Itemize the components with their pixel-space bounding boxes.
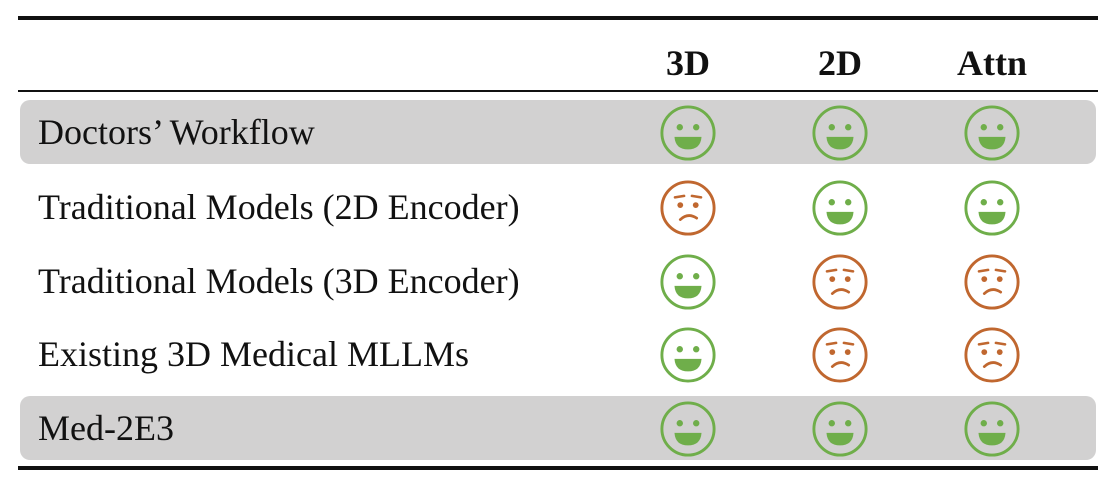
table-row: Traditional Models (2D Encoder) bbox=[20, 175, 1096, 239]
row-label: Traditional Models (3D Encoder) bbox=[38, 261, 520, 301]
smiley-face-icon bbox=[659, 253, 717, 311]
table-row: Doctors’ Workflow bbox=[20, 100, 1096, 164]
table-row: Traditional Models (3D Encoder) bbox=[20, 249, 1096, 313]
column-header-attn: Attn bbox=[957, 43, 1027, 83]
smiley-face-icon bbox=[963, 400, 1021, 458]
confused-face-icon bbox=[811, 253, 869, 311]
confused-face-icon bbox=[963, 253, 1021, 311]
column-header-2d: 2D bbox=[818, 43, 862, 83]
header-rule bbox=[18, 90, 1098, 92]
smiley-face-icon bbox=[659, 104, 717, 162]
smiley-face-icon bbox=[963, 179, 1021, 237]
row-label: Traditional Models (2D Encoder) bbox=[38, 187, 520, 227]
table-row: Existing 3D Medical MLLMs bbox=[20, 322, 1096, 386]
smiley-face-icon bbox=[963, 104, 1021, 162]
smiley-face-icon bbox=[811, 179, 869, 237]
row-label: Existing 3D Medical MLLMs bbox=[38, 334, 469, 374]
confused-face-icon bbox=[811, 326, 869, 384]
confused-face-icon bbox=[659, 179, 717, 237]
row-label: Med-2E3 bbox=[38, 408, 174, 448]
table-row: Med-2E3 bbox=[20, 396, 1096, 460]
column-header-3d: 3D bbox=[666, 43, 710, 83]
smiley-face-icon bbox=[811, 104, 869, 162]
confused-face-icon bbox=[963, 326, 1021, 384]
smiley-face-icon bbox=[659, 400, 717, 458]
table-header: 3D 2D Attn bbox=[18, 40, 1098, 86]
smiley-face-icon bbox=[659, 326, 717, 384]
smiley-face-icon bbox=[811, 400, 869, 458]
row-label: Doctors’ Workflow bbox=[38, 112, 315, 152]
bottom-rule bbox=[18, 466, 1098, 470]
top-rule bbox=[18, 16, 1098, 20]
